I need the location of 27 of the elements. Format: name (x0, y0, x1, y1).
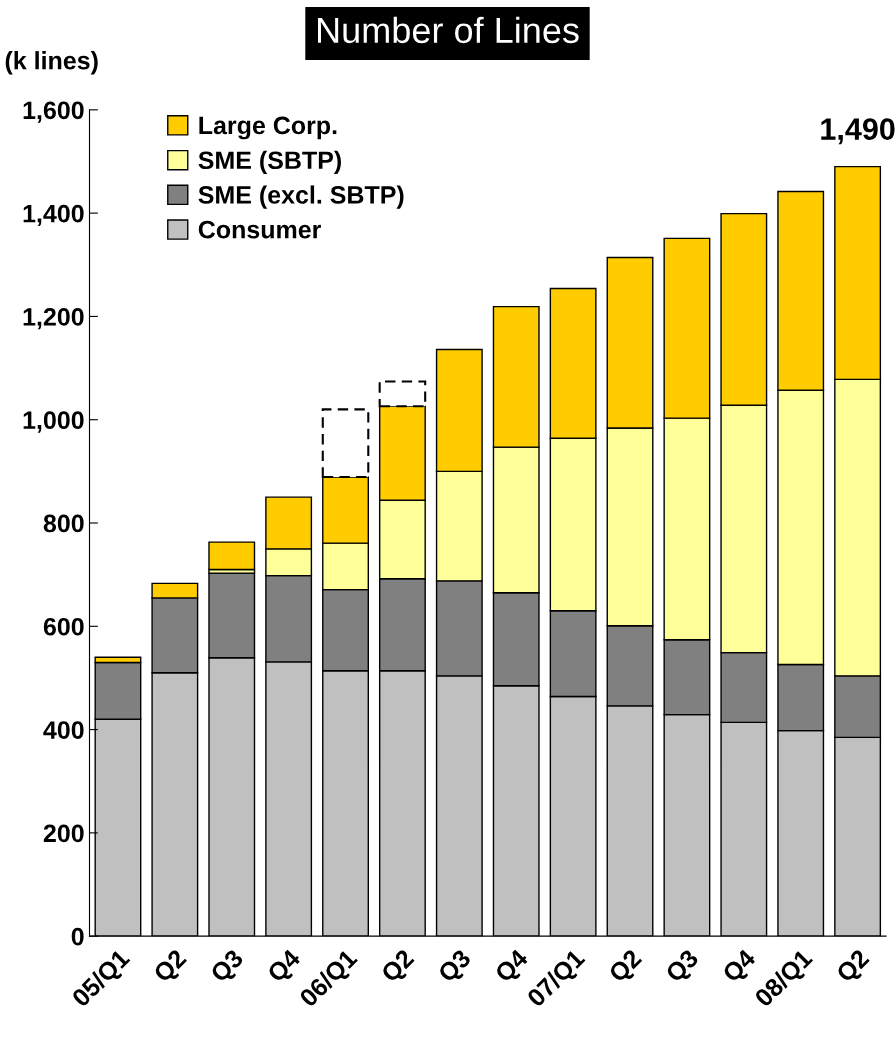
legend-label: Large Corp. (199, 116, 337, 140)
y-tick-label: 0 (71, 927, 84, 946)
x-tick-label: Q3 (209, 948, 248, 987)
y-tick-label: 1,200 (23, 308, 84, 330)
legend-label: SME (SBTP) (198, 150, 341, 175)
x-tick-label: Q2 (607, 948, 646, 987)
y-tick-label: 400 (43, 721, 84, 739)
legend-label: SME (excl. SBTP) (198, 185, 404, 209)
annotation: 1,490 (821, 118, 895, 145)
x-tick-label: Q4 (493, 947, 533, 987)
x-tick-label: Q3 (436, 948, 475, 987)
y-tick-label: 1,000 (23, 411, 84, 433)
legend-label: Consumer (198, 220, 322, 239)
y-tick-label: 1,600 (23, 101, 84, 123)
x-tick-label: Q4 (721, 947, 760, 987)
y-tick-label: 600 (43, 617, 84, 636)
y-axis-title: (k lines) (5, 51, 98, 75)
bar (208, 541, 256, 571)
x-tick-label: Q3 (664, 948, 703, 987)
y-tick-label: 800 (43, 514, 84, 533)
x-tick-label: Q2 (380, 948, 419, 987)
x-tick-label: Q4 (266, 947, 305, 987)
y-tick-label: 1,400 (23, 204, 84, 227)
x-tick-label: Q2 (835, 948, 874, 987)
x-tick-label: Q2 (152, 948, 191, 987)
y-tick-label: 200 (43, 824, 84, 843)
chart-title: Number of Lines (318, 16, 579, 44)
